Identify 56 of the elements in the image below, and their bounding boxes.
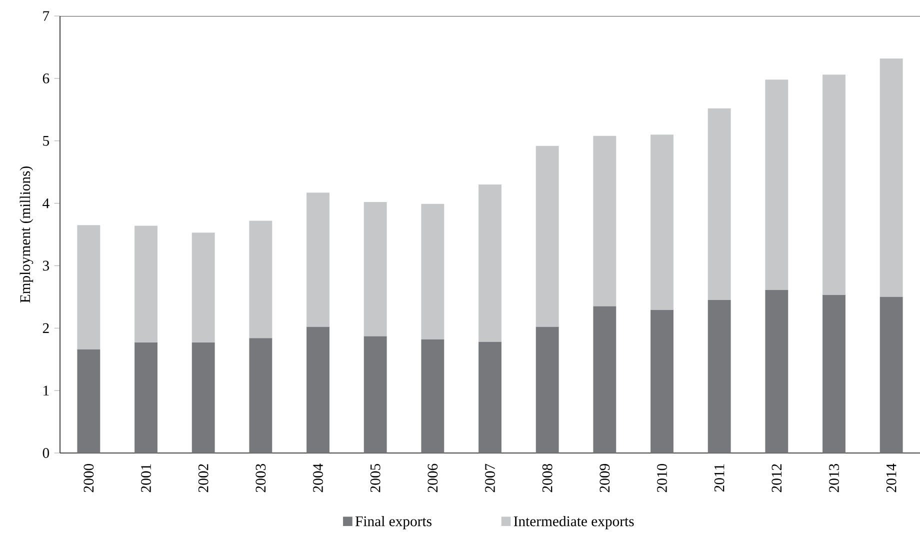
- bar: [421, 204, 444, 340]
- legend-label: Final exports: [355, 516, 432, 530]
- bar: [306, 326, 330, 453]
- bar: [192, 342, 215, 453]
- bar: [364, 336, 387, 453]
- x-tick-label: 2004: [313, 464, 323, 492]
- bar: [478, 342, 502, 453]
- bar: [880, 296, 903, 453]
- x-tick-label: 2002: [198, 464, 208, 492]
- y-tick-label: 3: [42, 260, 50, 271]
- bar: [765, 290, 788, 453]
- x-tick-label: 2008: [542, 464, 552, 492]
- x-tick-label: 2005: [370, 464, 380, 492]
- x-tick-label: 2010: [657, 464, 667, 492]
- bar: [708, 300, 731, 453]
- x-tick-label: 2006: [428, 464, 438, 492]
- bar: [765, 80, 788, 290]
- bar: [822, 74, 846, 296]
- bar: [77, 225, 100, 350]
- bar: [134, 226, 158, 342]
- x-tick-label: 2001: [141, 464, 151, 492]
- bar: [650, 310, 674, 453]
- y-tick-label: 1: [44, 386, 49, 396]
- x-tick-label: 2013: [829, 464, 839, 492]
- x-tick-label: 2009: [600, 464, 610, 492]
- bar: [536, 326, 559, 453]
- bar: [249, 338, 272, 453]
- y-axis-title: Employment (millions): [20, 166, 34, 303]
- bar: [77, 349, 100, 453]
- bar: [421, 339, 444, 453]
- legend-label: Intermediate exports: [514, 516, 634, 530]
- x-tick-label: 2011: [714, 464, 724, 492]
- bar: [880, 58, 903, 297]
- bar: [536, 146, 559, 327]
- x-tick-label: 2003: [256, 464, 266, 492]
- y-tick-label: 7: [43, 11, 50, 21]
- x-tick-label: 2014: [886, 464, 896, 492]
- y-tick-label: 0: [42, 448, 50, 458]
- bar: [650, 134, 674, 310]
- x-tick-label: 2000: [84, 464, 94, 492]
- bar: [306, 192, 330, 327]
- y-tick-label: 4: [42, 198, 50, 208]
- bar: [593, 306, 616, 453]
- bar: [249, 220, 272, 338]
- y-tick-label: 2: [42, 323, 49, 333]
- bar: [134, 342, 158, 453]
- y-tick-label: 5: [43, 136, 50, 146]
- bar: [593, 136, 616, 306]
- y-tick-label: 6: [42, 74, 50, 84]
- x-tick-label: 2007: [485, 464, 495, 492]
- bar: [708, 108, 731, 300]
- bar: [478, 184, 502, 342]
- x-tick-label: 2012: [772, 464, 782, 492]
- bar: [192, 232, 215, 342]
- bar: [822, 295, 846, 453]
- bar: [364, 202, 387, 336]
